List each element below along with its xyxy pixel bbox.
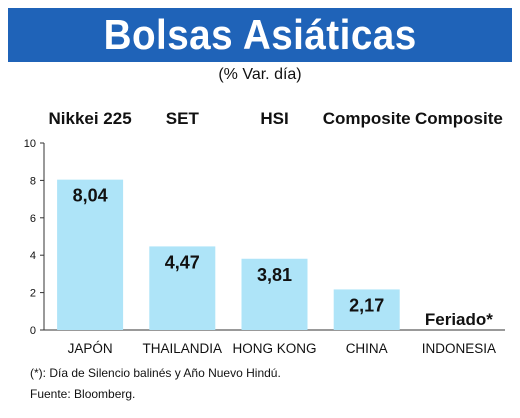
data-label: Feriado* xyxy=(425,310,493,329)
bar xyxy=(57,179,124,330)
data-label: 3,81 xyxy=(257,265,292,285)
index-name-label: SET xyxy=(166,109,200,128)
data-label: 8,04 xyxy=(73,186,108,206)
y-tick-label: 8 xyxy=(30,175,36,187)
chart-title: Bolsas Asiáticas xyxy=(103,11,417,58)
y-tick-label: 0 xyxy=(30,325,36,337)
footnote: (*): Día de Silencio balinés y Año Nuevo… xyxy=(30,366,281,380)
category-label: THAILANDIA xyxy=(143,341,223,356)
index-name-label: Nikkei 225 xyxy=(49,109,132,128)
title-banner: Bolsas Asiáticas xyxy=(8,8,512,62)
category-label: HONG KONG xyxy=(232,341,316,356)
y-tick-label: 2 xyxy=(30,288,36,300)
source-note: Fuente: Bloomberg. xyxy=(30,387,136,401)
category-label: CHINA xyxy=(346,341,388,356)
index-name-label: HSI xyxy=(260,109,288,128)
category-label: INDONESIA xyxy=(422,341,496,356)
y-tick-label: 4 xyxy=(30,250,36,262)
data-label: 4,47 xyxy=(165,252,200,272)
chart-subtitle: (% Var. día) xyxy=(218,66,302,83)
category-label: JAPÓN xyxy=(68,341,113,356)
bar xyxy=(241,258,308,330)
bar xyxy=(149,246,216,330)
y-tick-label: 6 xyxy=(30,213,36,225)
bar xyxy=(333,289,400,330)
y-tick-label: 10 xyxy=(24,138,36,150)
index-name-label: Composite xyxy=(415,109,503,128)
data-label: 2,17 xyxy=(349,295,384,315)
index-name-label: Composite xyxy=(323,109,411,128)
